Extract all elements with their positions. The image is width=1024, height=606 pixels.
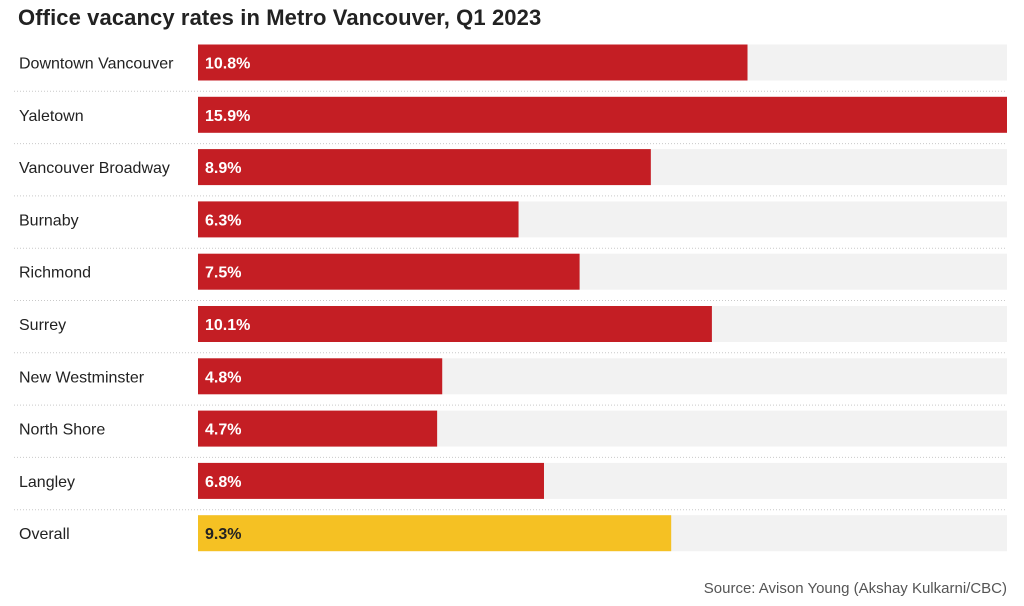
bar xyxy=(198,44,748,81)
bar-row: Overall 9.3% xyxy=(19,515,1007,552)
bar xyxy=(198,410,438,447)
data-label: 8.9% xyxy=(205,160,241,177)
category-label: Yaletown xyxy=(19,108,84,125)
category-label: Overall xyxy=(19,526,70,543)
data-label: 9.3% xyxy=(205,526,241,543)
bar xyxy=(198,306,712,342)
data-label: 6.3% xyxy=(205,212,241,229)
bar-row: Richmond 7.5% xyxy=(14,253,1007,301)
bar-row: Surrey 10.1% xyxy=(14,306,1007,354)
data-label: 15.9% xyxy=(205,108,250,125)
bar xyxy=(198,358,443,395)
data-label: 10.1% xyxy=(205,317,250,334)
category-label: Burnaby xyxy=(19,212,79,229)
bar-row: Vancouver Broadway 8.9% xyxy=(14,149,1007,197)
category-label: New Westminster xyxy=(19,369,145,386)
bar-overall xyxy=(198,515,672,552)
category-label: Surrey xyxy=(19,317,66,334)
data-label: 6.8% xyxy=(205,474,241,491)
bar-row: North Shore 4.7% xyxy=(14,410,1007,458)
category-label: Downtown Vancouver xyxy=(19,56,174,73)
bar xyxy=(198,149,651,186)
bar-row: Downtown Vancouver 10.8% xyxy=(14,44,1007,92)
data-label: 4.7% xyxy=(205,422,241,439)
bar-row: New Westminster 4.8% xyxy=(14,358,1007,406)
bar xyxy=(198,462,544,499)
category-label: Langley xyxy=(19,474,75,491)
data-label: 10.8% xyxy=(205,56,250,73)
chart-title: Office vacancy rates in Metro Vancouver,… xyxy=(18,5,542,30)
bar xyxy=(198,96,1007,133)
data-label: 7.5% xyxy=(205,265,241,282)
bar-row: Burnaby 6.3% xyxy=(14,201,1007,249)
category-label: Vancouver Broadway xyxy=(19,160,170,177)
data-label: 4.8% xyxy=(205,369,241,386)
category-label: North Shore xyxy=(19,422,105,439)
category-label: Richmond xyxy=(19,265,91,282)
bar xyxy=(198,253,580,290)
bar-row: Langley 6.8% xyxy=(14,462,1007,511)
bar-row: Yaletown 15.9% xyxy=(14,96,1007,145)
chart-source: Source: Avison Young (Akshay Kulkarni/CB… xyxy=(703,580,1007,597)
bar-chart: Downtown Vancouver 10.8% Yaletown 15.9% Vanc… xyxy=(14,44,1007,552)
bar xyxy=(198,201,519,238)
